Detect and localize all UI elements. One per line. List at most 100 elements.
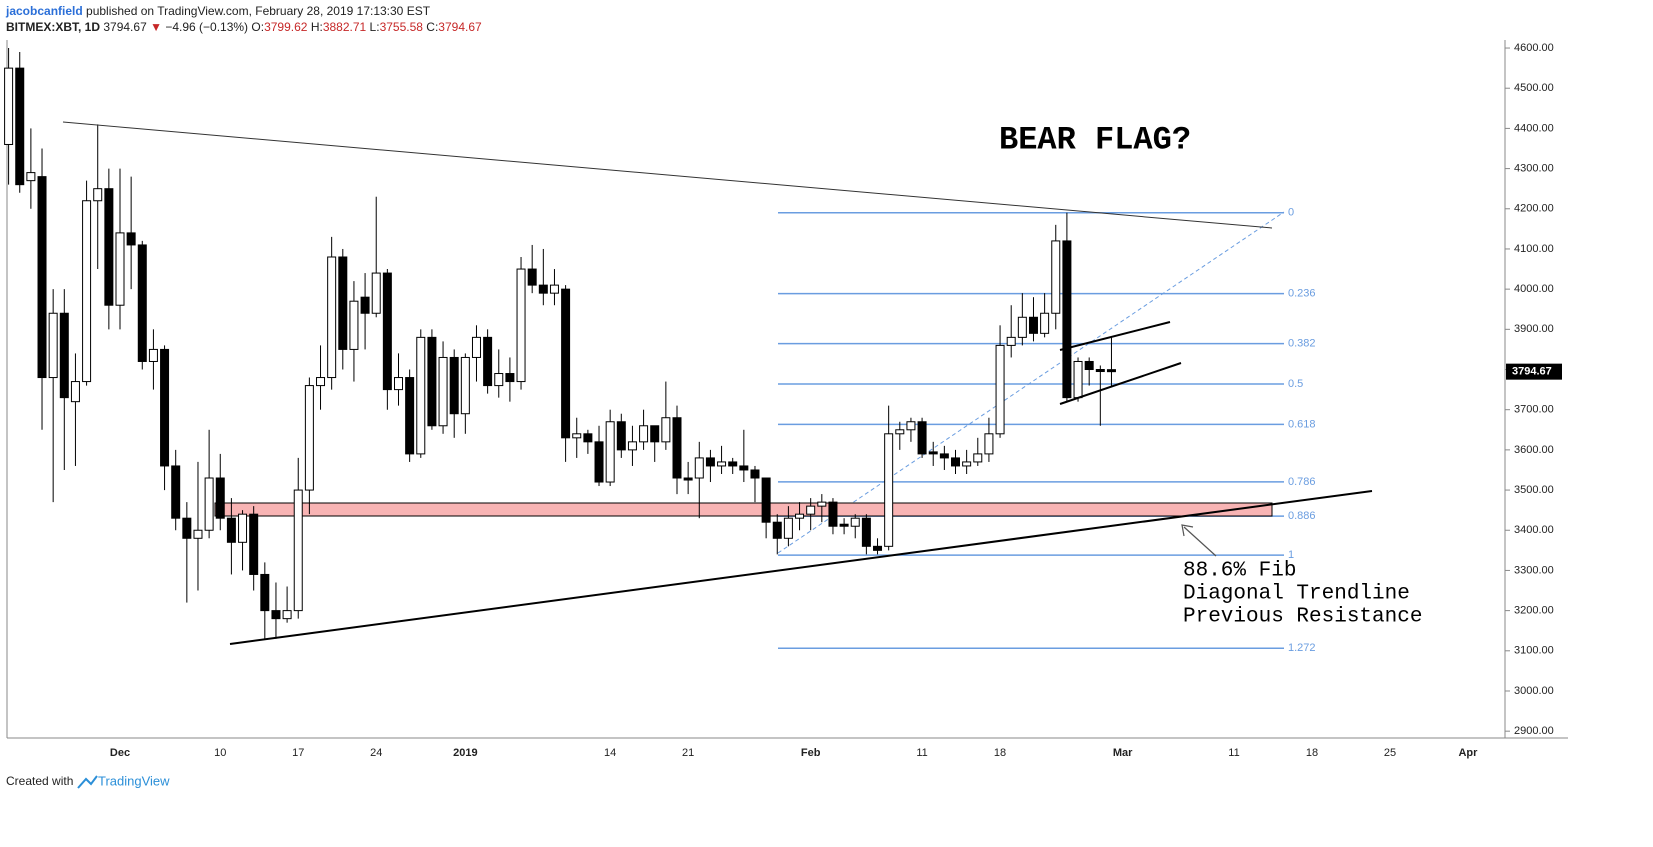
candle-body	[382, 272, 392, 391]
resistance-zone	[214, 502, 1273, 517]
candle-body	[627, 441, 637, 451]
candle-body	[483, 336, 493, 387]
candle-body	[82, 200, 92, 383]
candle-body	[895, 429, 905, 435]
candle-body	[471, 336, 481, 358]
footer-brand: TradingView	[98, 773, 170, 788]
price-tag-label: 3794.67	[1512, 366, 1552, 378]
annotation-title: BEAR FLAG?	[999, 121, 1191, 158]
candle-body	[516, 268, 526, 383]
candle-body	[93, 188, 103, 202]
candle-body	[215, 477, 225, 519]
fib-label: 1.272	[1288, 642, 1316, 654]
candle-body	[1095, 369, 1105, 373]
candle-body	[817, 501, 827, 507]
candle-body	[226, 517, 236, 543]
candle-body	[70, 381, 80, 403]
candle-body	[761, 477, 771, 523]
published: published on TradingView.com, February 2…	[86, 4, 431, 18]
logo	[77, 775, 98, 789]
fib-diagonal	[777, 211, 1285, 554]
candle-body	[583, 433, 593, 443]
arrow: ▼	[150, 20, 162, 34]
y-tick-label: 3100.00	[1514, 645, 1554, 657]
l-value: 3755.58	[380, 20, 424, 34]
flag-lower	[1059, 362, 1182, 405]
symbol: BITMEX:XBT, 1D	[6, 20, 100, 34]
candle-body	[973, 453, 983, 463]
candle-body	[371, 272, 381, 314]
fib-label: 0.786	[1288, 476, 1316, 488]
candle-body	[828, 501, 838, 527]
y-tick-label: 3600.00	[1514, 444, 1554, 456]
x-tick-label: 18	[1306, 747, 1318, 759]
candle-body	[37, 176, 47, 379]
candle-body	[182, 517, 192, 539]
x-tick-label: 14	[604, 747, 616, 759]
candle-body	[1017, 316, 1027, 338]
x-tick-label: 24	[370, 747, 382, 759]
fib-label: 0.886	[1288, 510, 1316, 522]
candle-body	[783, 517, 793, 539]
annotation: 88.6% Fib	[1183, 560, 1296, 583]
candle-body	[1006, 336, 1016, 346]
candle-body	[171, 465, 181, 519]
candle-body	[48, 312, 58, 379]
candle-body	[984, 433, 994, 455]
y-tick-label: 4600.00	[1514, 42, 1554, 54]
candle-body	[939, 453, 949, 459]
candle-body	[26, 172, 36, 182]
y-tick-label: 3500.00	[1514, 484, 1554, 496]
candles	[4, 48, 1116, 639]
c-value: 3794.67	[438, 20, 482, 34]
x-tick-label: Feb	[801, 747, 821, 759]
y-tick-label: 4500.00	[1514, 82, 1554, 94]
candle-body	[772, 521, 782, 539]
candle-body	[962, 461, 972, 467]
candle-body	[661, 417, 671, 443]
candle-body	[304, 385, 314, 491]
candle-body	[1106, 369, 1116, 373]
c-label: C:	[426, 20, 438, 34]
candle-body	[238, 513, 248, 543]
candle-body	[750, 469, 760, 479]
candle-body	[394, 377, 403, 391]
candle-body	[572, 433, 582, 439]
candle-body	[505, 373, 515, 383]
candle-body	[1084, 360, 1094, 371]
candle-body	[148, 348, 158, 362]
candle-body	[694, 457, 704, 479]
y-tick-label: 4100.00	[1514, 243, 1554, 255]
h-label: H:	[311, 20, 323, 34]
candle-body	[717, 461, 727, 467]
candle-body	[639, 425, 649, 443]
x-tick-label: 21	[682, 747, 694, 759]
candle-body	[850, 517, 860, 527]
x-tick-label: Dec	[110, 747, 130, 759]
candle-body	[616, 421, 626, 451]
fib-label: 0.382	[1288, 337, 1316, 349]
y-tick-label: 4000.00	[1514, 283, 1554, 295]
y-tick-label: 4200.00	[1514, 203, 1554, 215]
last-price: 3794.67	[103, 20, 147, 34]
y-tick-label: 3000.00	[1514, 685, 1554, 697]
fib-label: 0	[1288, 207, 1294, 219]
candle-body	[416, 336, 426, 455]
candle-body	[349, 300, 359, 350]
arrow-head	[1181, 524, 1194, 537]
candle-body	[1051, 240, 1061, 314]
candle-body	[15, 67, 25, 186]
candle-body	[739, 465, 749, 471]
fib-label: 0.5	[1288, 378, 1303, 390]
candle-body	[126, 232, 136, 246]
y-tick-label: 4400.00	[1514, 122, 1554, 134]
x-tick-label: Mar	[1113, 747, 1133, 759]
flag-upper	[1059, 321, 1171, 351]
candle-body	[705, 457, 715, 467]
candle-body	[160, 348, 170, 467]
candle-body	[650, 425, 660, 443]
x-tick-label: 17	[292, 747, 304, 759]
candle-body	[316, 377, 326, 387]
